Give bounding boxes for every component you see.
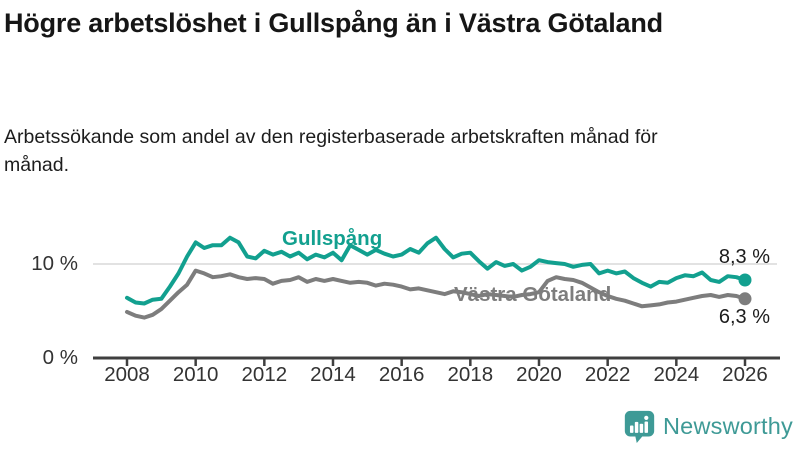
x-axis-tick-label-2026: 2026 [722,363,768,386]
bar-chart-speech-bubble-icon [623,409,656,443]
newsworthy-wordmark: Newsworthy [663,412,793,439]
end-value-label-gullspang: 8,3 % [718,246,770,268]
newsworthy-logo[interactable]: Newsworthy [623,409,793,443]
x-axis-tick-label-2012: 2012 [241,363,288,386]
series-end-dot-gullspang [738,273,752,287]
series-line-vastra-gotaland [125,268,747,320]
y-axis-labels: 10 % 0 % [0,0,80,400]
x-axis-tick-label-2022: 2022 [584,363,631,386]
page-title: Högre arbetslöshet i Gullspång än i Väst… [4,8,663,38]
series-label-gullspang: Gullspång [282,227,383,250]
series-label-vastra-gotaland: Västra Götaland [454,283,612,306]
x-axis-tick-label-2010: 2010 [172,363,219,386]
x-axis-tick-label-2024: 2024 [653,363,700,386]
chart-subtitle: Arbetssökande som andel av den registerb… [4,126,658,177]
series-line-gullspang [125,235,747,306]
y-axis-tick-label-0: 0 % [42,346,78,369]
series-end-dot-vastra-gotaland [738,292,752,306]
x-axis-tick-label-2008: 2008 [104,363,150,386]
end-value-label-vastra-gotaland: 6,3 % [718,306,770,328]
x-axis-labels: 2008 2010 2012 2014 2016 2018 2020 2022 2024 2026 [0,363,800,389]
x-axis-tick-label-2020: 2020 [516,363,562,386]
x-axis-tick-label-2018: 2018 [447,363,494,386]
y-axis-tick-label-10: 10 % [31,252,78,275]
x-axis-tick-label-2014: 2014 [310,363,356,386]
x-axis-tick-label-2016: 2016 [378,363,425,386]
